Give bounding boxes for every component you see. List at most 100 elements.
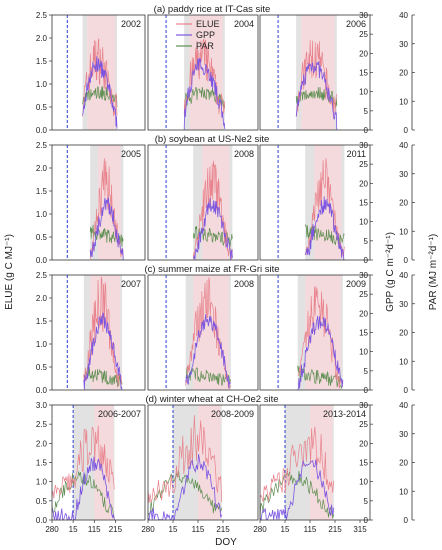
elue-tick-label: 0.5 bbox=[36, 103, 48, 112]
gpp-tick-label: 20 bbox=[359, 439, 368, 448]
x-tick-label: 280 bbox=[253, 525, 267, 534]
panel-0-0: 2002 bbox=[51, 14, 146, 131]
gpp-tick-label: 15 bbox=[359, 329, 368, 338]
elue-tick-label: 1.0 bbox=[36, 210, 48, 219]
par-axis-label: PAR (MJ m⁻²d⁻¹) bbox=[428, 234, 439, 310]
peak-season-band bbox=[198, 405, 221, 520]
x-tick-label: 215 bbox=[109, 525, 123, 534]
gpp-series-line bbox=[89, 197, 124, 260]
elue-tick-label: 1.5 bbox=[36, 317, 48, 326]
par-series-line bbox=[51, 471, 115, 518]
x-tick-label: 15 bbox=[69, 525, 78, 534]
x-tick-label: 280 bbox=[141, 525, 155, 534]
elue-tick-label: 2.5 bbox=[36, 271, 48, 280]
par-tick-label: 10 bbox=[399, 357, 408, 366]
par-tick-label: 10 bbox=[399, 227, 408, 236]
legend-label-elue: ELUE bbox=[196, 19, 220, 29]
elue-tick-label: 1.5 bbox=[36, 459, 48, 468]
elue-tick-label: 2.5 bbox=[36, 141, 48, 150]
elue-tick-label: 2.0 bbox=[36, 439, 48, 448]
year-label: 2008-2009 bbox=[211, 409, 254, 419]
elue-series-line bbox=[147, 415, 223, 504]
gpp-tick-label: 25 bbox=[359, 420, 368, 429]
gpp-series-line bbox=[259, 459, 335, 521]
gpp-tick-label: 25 bbox=[359, 290, 368, 299]
year-label: 2007 bbox=[121, 279, 141, 289]
panel-3-1: 2008-2009 280 15 115 215 bbox=[141, 404, 259, 534]
elue-tick-label: 1.0 bbox=[36, 80, 48, 89]
year-label: 2006 bbox=[346, 19, 366, 29]
gpp-series-line bbox=[83, 312, 123, 390]
gpp-tick-label: 30 bbox=[359, 141, 368, 150]
gpp-tick-label: 20 bbox=[359, 179, 368, 188]
gpp-series-line bbox=[297, 315, 344, 390]
gpp-tick-label: 25 bbox=[359, 160, 368, 169]
par-series-line bbox=[259, 470, 335, 519]
gpp-tick-label: 15 bbox=[359, 199, 368, 208]
year-label: 2008 bbox=[234, 149, 254, 159]
row-title: (c) summer maize at FR-Gri site bbox=[144, 264, 279, 275]
year-label: 2004 bbox=[234, 19, 254, 29]
row-title: (a) paddy rice at IT-Cas site bbox=[154, 4, 271, 15]
par-tick-label: 20 bbox=[399, 199, 408, 208]
par-tick-label: 20 bbox=[399, 329, 408, 338]
par-tick-label: 0 bbox=[404, 386, 409, 395]
elue-tick-label: 3.0 bbox=[36, 401, 48, 410]
x-tick-label: 280 bbox=[45, 525, 59, 534]
gpp-tick-label: 10 bbox=[359, 348, 368, 357]
row-title: (b) soybean at US-Ne2 site bbox=[155, 134, 270, 145]
x-tick-label: 115 bbox=[304, 525, 317, 534]
elue-series-line bbox=[51, 425, 115, 499]
par-tick-label: 40 bbox=[399, 141, 408, 150]
panel-3-0: 2006-2007 280 15 115 215 bbox=[45, 404, 146, 534]
gpp-tick-label: 20 bbox=[359, 49, 368, 58]
panel-frame bbox=[147, 274, 259, 391]
x-tick-label: 15 bbox=[169, 525, 178, 534]
par-tick-label: 0 bbox=[404, 256, 409, 265]
gpp-tick-label: 5 bbox=[364, 367, 369, 376]
gpp-tick-label: 0 bbox=[364, 516, 369, 525]
gpp-series-line bbox=[295, 61, 338, 130]
gpp-tick-label: 5 bbox=[364, 497, 369, 506]
elue-tick-label: 1.0 bbox=[36, 478, 48, 487]
x-tick-label: 215 bbox=[216, 525, 230, 534]
par-tick-label: 0 bbox=[404, 516, 409, 525]
par-tick-label: 20 bbox=[399, 459, 408, 468]
par-tick-label: 40 bbox=[399, 401, 408, 410]
gpp-tick-label: 15 bbox=[359, 69, 368, 78]
elue-series-line bbox=[183, 38, 226, 115]
x-tick-label: 115 bbox=[88, 525, 101, 534]
panel-0-1: 2004 bbox=[147, 14, 259, 131]
gpp-axis-label: GPP (g C m⁻²d⁻¹) bbox=[385, 232, 396, 312]
panel-frame bbox=[147, 14, 259, 131]
panel-frame bbox=[147, 144, 259, 261]
gpp-tick-label: 5 bbox=[364, 107, 369, 116]
panel-frame bbox=[51, 274, 146, 391]
elue-tick-label: 0.5 bbox=[36, 363, 48, 372]
panel-1-0: 2005 bbox=[51, 144, 146, 261]
row-title: (d) winter wheat at CH-Oe2 site bbox=[145, 394, 278, 405]
x-tick-label: 15 bbox=[281, 525, 290, 534]
gpp-tick-label: 0 bbox=[364, 126, 369, 135]
panel-2-2: 2009 bbox=[259, 274, 371, 391]
elue-series-line bbox=[295, 40, 338, 117]
peak-season-band bbox=[301, 15, 335, 130]
elue-tick-label: 2.0 bbox=[36, 294, 48, 303]
panel-frame bbox=[51, 144, 146, 261]
legend-label-par: PAR bbox=[196, 41, 214, 51]
elue-tick-label: 0.0 bbox=[36, 256, 48, 265]
gpp-tick-label: 30 bbox=[359, 401, 368, 410]
par-tick-label: 0 bbox=[404, 126, 409, 135]
par-tick-label: 10 bbox=[399, 487, 408, 496]
gpp-series-line bbox=[183, 58, 226, 130]
legend-label-gpp: GPP bbox=[196, 30, 215, 40]
par-tick-label: 40 bbox=[399, 11, 408, 20]
gpp-tick-label: 0 bbox=[364, 386, 369, 395]
gpp-series-line bbox=[147, 453, 223, 521]
par-tick-label: 30 bbox=[399, 300, 408, 309]
gpp-tick-label: 5 bbox=[364, 237, 369, 246]
year-label: 2011 bbox=[347, 149, 366, 159]
